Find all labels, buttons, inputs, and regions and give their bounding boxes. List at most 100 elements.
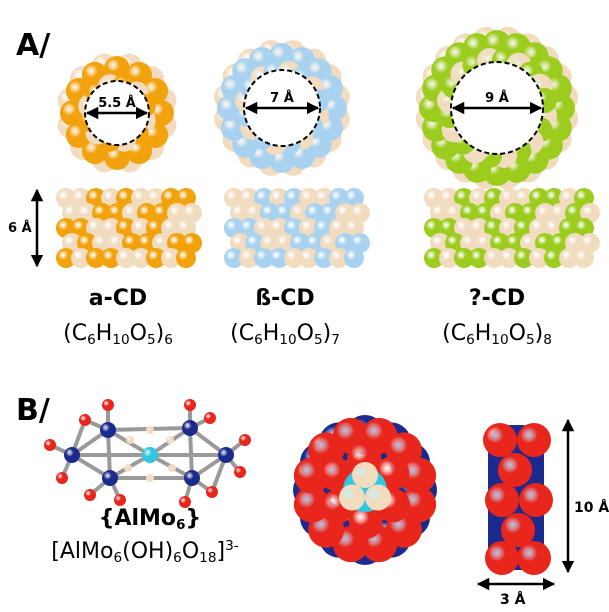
atom	[56, 248, 76, 268]
atom	[439, 218, 459, 238]
cd-name: ?-CD	[469, 286, 525, 311]
atom	[299, 218, 319, 238]
atom	[284, 248, 304, 268]
atom	[107, 233, 127, 253]
atom	[339, 484, 366, 511]
atom	[320, 233, 340, 253]
atom	[484, 188, 504, 208]
atom	[290, 233, 310, 253]
formula-text: (OH)	[122, 539, 173, 564]
diameter-label: 5.5 Å	[98, 95, 136, 111]
atom	[167, 233, 187, 253]
atom	[350, 203, 370, 223]
atom	[62, 203, 82, 223]
atom	[239, 248, 259, 268]
atom	[484, 248, 504, 268]
atom	[469, 248, 489, 268]
atom	[490, 233, 510, 253]
atom	[344, 188, 364, 208]
atom	[483, 423, 517, 457]
atom	[344, 218, 364, 238]
formula-text: )	[535, 321, 544, 346]
atom	[565, 203, 585, 223]
atom	[329, 188, 349, 208]
panel-a-label: A/	[16, 28, 50, 63]
atom	[146, 426, 154, 434]
atom	[460, 233, 480, 253]
atom	[218, 447, 234, 463]
formula-sub: 6	[466, 332, 475, 348]
atom	[529, 218, 549, 238]
atom	[517, 541, 551, 575]
atom	[102, 470, 118, 486]
atom	[77, 203, 97, 223]
formula: (C6H10O5)7	[230, 321, 340, 348]
formula-text: ]	[217, 539, 226, 564]
atom	[505, 233, 525, 253]
atom	[485, 541, 519, 575]
bond	[106, 429, 112, 479]
formula-sub: 6	[254, 332, 263, 348]
height-label: 6 Å	[8, 220, 32, 236]
atom	[116, 218, 136, 238]
atom	[182, 203, 202, 223]
atom	[439, 188, 459, 208]
atom	[100, 422, 116, 438]
atom	[574, 248, 594, 268]
atom	[137, 203, 157, 223]
atom	[535, 233, 555, 253]
atom	[520, 233, 540, 253]
atom	[505, 203, 525, 223]
bond	[188, 427, 194, 479]
atom	[335, 203, 355, 223]
formula-text: [AlMo	[51, 539, 113, 564]
atom	[305, 203, 325, 223]
artwork	[44, 26, 600, 575]
atom	[107, 203, 127, 223]
formula-text: {AlMo	[99, 506, 176, 531]
atom	[559, 218, 579, 238]
formula-sub: 6	[176, 517, 185, 533]
atom	[299, 248, 319, 268]
atom	[544, 248, 564, 268]
atom	[352, 462, 378, 488]
diameter-label: 9 Å	[485, 90, 509, 106]
atom	[71, 248, 91, 268]
atom	[305, 233, 325, 253]
atom	[400, 457, 437, 494]
formula-text: }	[186, 506, 202, 531]
atom	[519, 483, 553, 517]
atom	[167, 203, 187, 223]
b-width-label: 3 Å	[500, 591, 526, 608]
formula-text: (C	[230, 321, 254, 346]
atom	[131, 188, 151, 208]
atom	[179, 496, 191, 508]
formula-text: (C	[63, 321, 87, 346]
atom	[131, 218, 151, 238]
atom	[275, 203, 295, 223]
formula: [AlMo6(OH)6O18]3-	[51, 538, 238, 565]
formula-text: O	[297, 321, 314, 346]
atom	[131, 248, 151, 268]
atom	[122, 233, 142, 253]
atom	[424, 248, 444, 268]
atom	[439, 248, 459, 268]
atom	[520, 203, 540, 223]
atom	[71, 188, 91, 208]
formula-text: O	[130, 321, 147, 346]
formula-sub: 6	[173, 550, 182, 566]
formula-sub: 5	[314, 332, 323, 348]
atom	[146, 248, 166, 268]
atom	[320, 203, 340, 223]
formula-text: )	[156, 321, 165, 346]
atom	[430, 233, 450, 253]
atom	[284, 188, 304, 208]
atom	[184, 470, 200, 486]
atom	[314, 248, 334, 268]
atom	[254, 248, 274, 268]
atom	[529, 188, 549, 208]
atom	[176, 188, 196, 208]
formula-sub: 6	[113, 550, 122, 566]
atom	[79, 414, 91, 426]
